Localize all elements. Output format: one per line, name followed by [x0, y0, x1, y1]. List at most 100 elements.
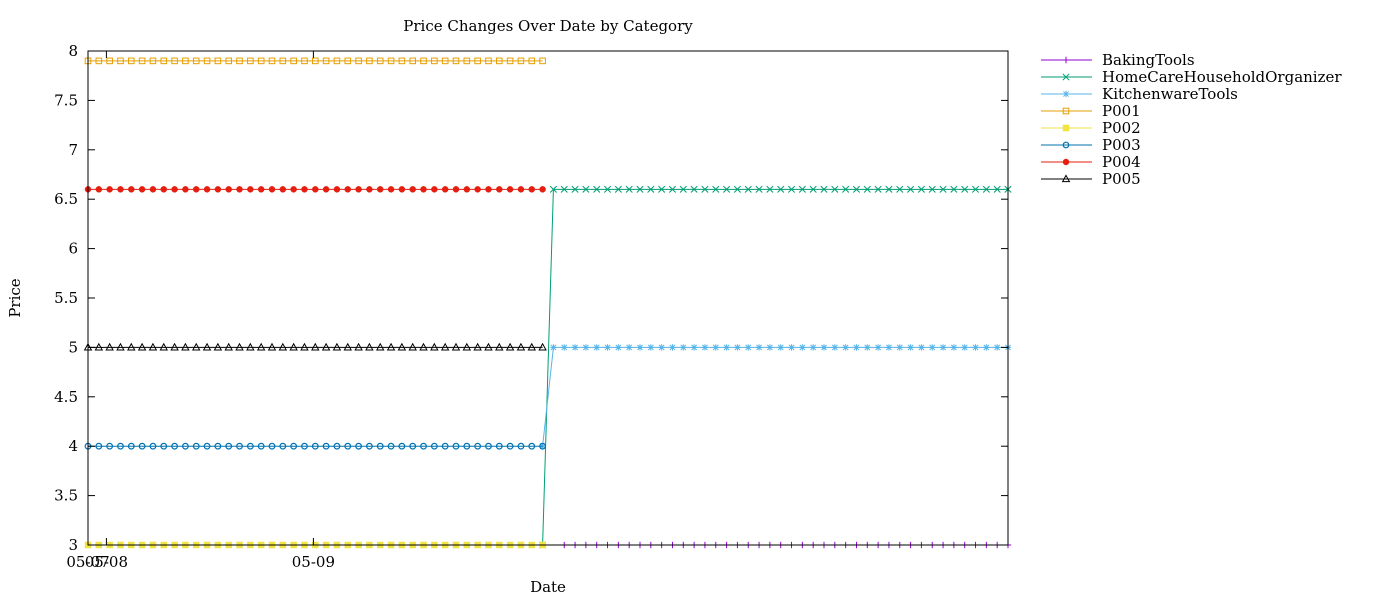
- data-point: [452, 442, 460, 450]
- data-point: [495, 342, 504, 351]
- data-point: [451, 342, 461, 351]
- data-point: [1062, 107, 1070, 115]
- data-point: [950, 344, 958, 351]
- data-point: [918, 344, 925, 351]
- data-point: [1062, 73, 1070, 81]
- data-point: [983, 344, 990, 351]
- data-point: [668, 185, 677, 193]
- data-point: [809, 344, 817, 351]
- data-point: [777, 185, 785, 193]
- data-point: [539, 442, 546, 450]
- data-point: [344, 57, 352, 65]
- y-tick-label: 4: [68, 437, 78, 455]
- data-point: [268, 442, 276, 450]
- data-point: [247, 57, 254, 65]
- data-point: [408, 342, 417, 351]
- data-point: [441, 186, 449, 193]
- data-point: [831, 185, 839, 193]
- data-point: [322, 186, 330, 193]
- legend-label: P004: [1102, 153, 1141, 171]
- data-point: [191, 342, 201, 351]
- data-point: [669, 344, 676, 351]
- data-point: [344, 442, 352, 450]
- data-point: [398, 186, 406, 193]
- data-point: [680, 344, 687, 351]
- data-point: [137, 342, 147, 351]
- data-point: [290, 186, 297, 193]
- data-point: [885, 344, 893, 351]
- plot-area: [88, 51, 1008, 545]
- data-point: [852, 185, 861, 193]
- data-point: [127, 57, 135, 65]
- data-point: [485, 57, 492, 65]
- data-point: [149, 186, 157, 193]
- data-point: [712, 344, 719, 351]
- data-point: [549, 185, 557, 193]
- data-point: [863, 185, 871, 193]
- data-point: [149, 57, 157, 65]
- data-point: [203, 186, 211, 193]
- data-point: [225, 57, 233, 65]
- data-point: [907, 344, 914, 351]
- data-point: [723, 185, 731, 193]
- data-point: [647, 344, 655, 351]
- legend-label: HomeCareHouseholdOrganizer: [1102, 68, 1342, 86]
- data-point: [409, 442, 417, 450]
- data-point: [214, 442, 222, 450]
- y-tick-label: 7: [68, 141, 78, 159]
- data-point: [550, 344, 557, 351]
- data-point: [484, 342, 493, 351]
- data-point: [474, 186, 481, 193]
- data-point: [928, 185, 936, 193]
- data-point: [993, 185, 1001, 193]
- data-point: [831, 344, 839, 351]
- series: [84, 442, 546, 450]
- data-point: [993, 344, 1001, 351]
- data-point: [117, 442, 124, 450]
- data-point: [202, 342, 212, 351]
- data-point: [463, 186, 471, 193]
- data-point: [160, 442, 168, 450]
- data-point: [517, 442, 525, 450]
- legend-label: BakingTools: [1102, 51, 1195, 69]
- data-point: [257, 57, 265, 65]
- data-point: [311, 342, 320, 351]
- data-point: [138, 57, 146, 65]
- legend-entry: P002: [1041, 119, 1141, 137]
- data-point: [766, 185, 774, 193]
- data-point: [506, 57, 514, 65]
- data-point: [95, 442, 103, 450]
- data-point: [1062, 158, 1070, 166]
- data-point: [387, 442, 395, 450]
- data-point: [636, 185, 644, 193]
- data-point: [267, 342, 277, 351]
- data-point: [366, 57, 373, 65]
- data-point: [256, 342, 266, 351]
- data-point: [528, 442, 536, 450]
- data-point: [485, 442, 492, 450]
- data-point: [278, 342, 288, 351]
- data-point: [149, 442, 157, 450]
- plot-background: [88, 51, 1008, 545]
- data-point: [809, 185, 817, 193]
- data-point: [517, 186, 525, 193]
- data-point: [971, 185, 980, 193]
- data-point: [614, 185, 622, 193]
- data-point: [615, 344, 622, 351]
- data-point: [106, 186, 113, 193]
- data-point: [343, 342, 353, 351]
- data-point: [874, 344, 882, 351]
- data-point: [473, 342, 482, 351]
- data-point: [138, 442, 146, 450]
- data-point: [257, 186, 265, 193]
- data-point: [799, 344, 806, 351]
- data-point: [798, 185, 806, 193]
- legend-entry: P004: [1041, 153, 1141, 171]
- data-point: [560, 185, 568, 193]
- data-point: [939, 344, 947, 351]
- y-tick-label: 6: [68, 240, 78, 258]
- data-point: [777, 344, 784, 351]
- data-point: [321, 342, 331, 351]
- data-point: [647, 185, 655, 193]
